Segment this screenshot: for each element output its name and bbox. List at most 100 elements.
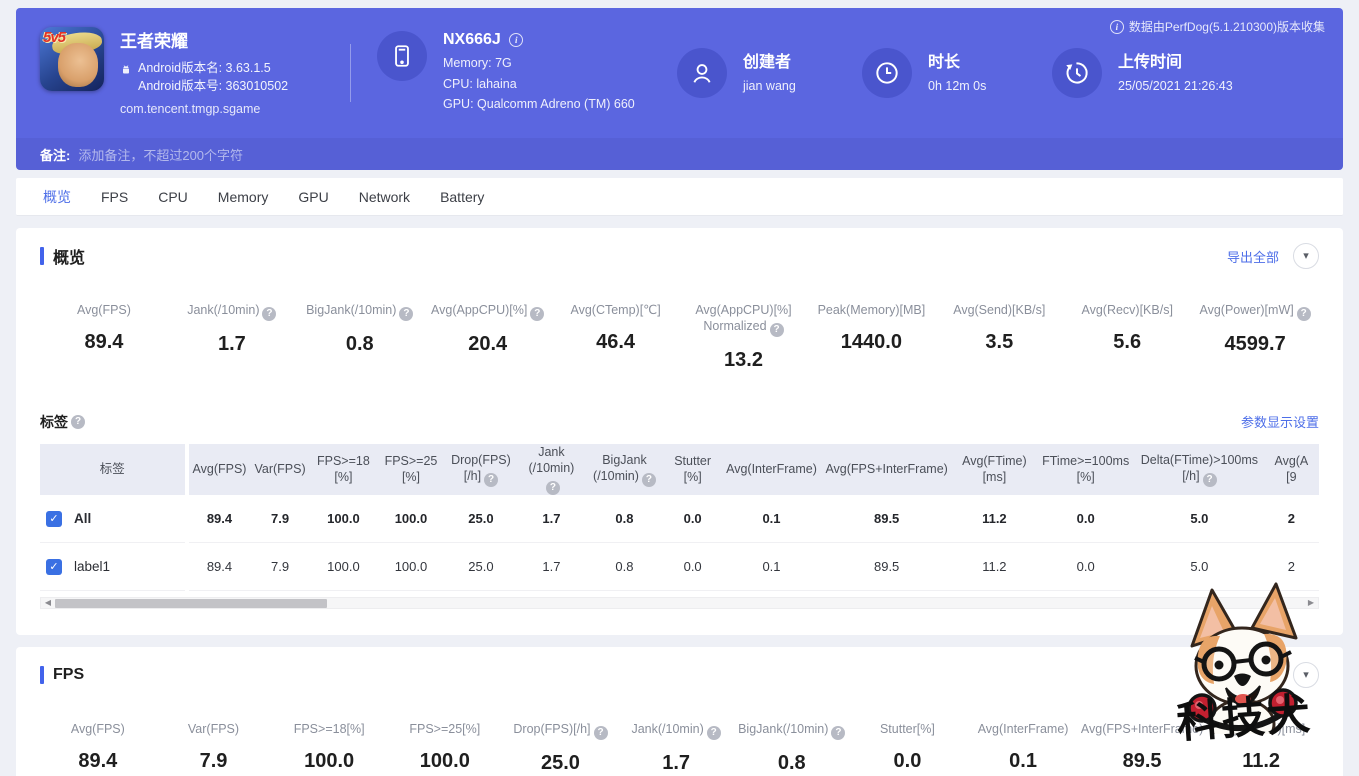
- help-icon[interactable]: ?: [545, 480, 560, 495]
- horizontal-scrollbar[interactable]: ◀ ▶: [40, 597, 1319, 610]
- stat-value: 0.8: [777, 751, 806, 774]
- help-icon[interactable]: ?: [706, 725, 721, 740]
- clock-icon: [862, 48, 912, 98]
- device-block: NX666J i Memory: 7G CPU: lahaina GPU: Qu…: [377, 31, 677, 115]
- help-icon[interactable]: ?: [530, 306, 545, 321]
- column-header: Avg(InterFrame): [722, 443, 821, 495]
- column-header: Avg(FPS+InterFrame): [820, 443, 953, 495]
- device-gpu: GPU: Qualcomm Adreno (TM) 660: [443, 97, 635, 112]
- table-cell: 0.1: [722, 494, 821, 544]
- app-title: 王者荣耀: [120, 32, 188, 52]
- stat-label: Avg(FPS): [76, 303, 131, 317]
- column-header: Avg(A [9: [1263, 443, 1319, 495]
- help-icon[interactable]: ?: [484, 472, 499, 487]
- row-name: label1: [74, 559, 111, 575]
- row-name: All: [74, 511, 92, 526]
- row-label: ✓ label1: [46, 558, 181, 575]
- tab-battery[interactable]: Battery: [440, 188, 485, 205]
- column-header: FPS>=25 [%]: [377, 443, 445, 495]
- info-icon: i: [1109, 19, 1124, 34]
- overview-stat-jank: Jank(/10min)? 1.7: [168, 302, 296, 372]
- help-icon[interactable]: ?: [1202, 472, 1217, 487]
- help-icon[interactable]: ?: [399, 306, 414, 321]
- help-icon[interactable]: ?: [1296, 306, 1311, 321]
- overview-collapse-button[interactable]: ▾: [1293, 243, 1319, 269]
- scroll-right-icon[interactable]: ▶: [1307, 598, 1315, 608]
- row-label-cell: ✓ label1: [40, 542, 189, 592]
- table-cell: 0.0: [663, 494, 723, 544]
- title-accent-bar: [40, 247, 44, 265]
- collect-info-text: 数据由PerfDog(5.1.210300)版本收集: [1128, 20, 1325, 34]
- stat-label: Avg(Power)[mW]?: [1191, 302, 1319, 321]
- help-icon[interactable]: ?: [262, 306, 277, 321]
- stat-value: 5.6: [1113, 331, 1142, 353]
- creator-value: jian wang: [743, 79, 796, 93]
- checkbox[interactable]: ✓: [46, 510, 62, 527]
- stat-value: 13.2: [724, 348, 763, 371]
- phone-icon: [377, 31, 427, 82]
- remark-input[interactable]: 添加备注，不超过200个字符: [78, 147, 244, 163]
- tab-fps[interactable]: FPS: [101, 188, 129, 205]
- chevron-down-icon: ▾: [1303, 668, 1309, 681]
- report-header-main: i 数据由PerfDog(5.1.210300)版本收集 5v5 王者荣耀: [16, 8, 1343, 138]
- device-info-icon[interactable]: i: [509, 33, 524, 48]
- stat-value: 1440.0: [840, 331, 902, 353]
- row-label: ✓ All: [46, 510, 181, 527]
- overview-stat-avg-power: Avg(Power)[mW]? 4599.7: [1191, 302, 1319, 372]
- column-header: FTime>=100ms [%]: [1036, 443, 1136, 495]
- overview-card: 概览 导出全部 ▾ Avg(FPS) 89.4 Jank(/10min)? 1.7 Bi…: [16, 228, 1343, 636]
- stat-label: Var(FPS): [187, 722, 240, 737]
- help-icon[interactable]: ?: [831, 725, 846, 740]
- help-icon[interactable]: ?: [769, 322, 784, 337]
- android-icon: [120, 63, 132, 97]
- row-label-cell: ✓ All: [40, 494, 189, 544]
- tab-network[interactable]: Network: [358, 188, 411, 205]
- stat-value: 11.2: [1242, 750, 1281, 773]
- fps-collapse-button[interactable]: ▾: [1293, 662, 1319, 689]
- column-header: Avg(FTime) [ms]: [952, 443, 1037, 495]
- column-header: BigJank (/10min)?: [585, 443, 664, 495]
- column-header: Stutter [%]: [663, 443, 723, 495]
- export-all-link[interactable]: 导出全部: [1226, 249, 1279, 265]
- history-clock-icon: [1052, 48, 1102, 98]
- overview-title: 概览: [53, 250, 86, 267]
- table-cell: 100.0: [309, 542, 378, 592]
- stat-value: 89.5: [1122, 750, 1162, 773]
- fps-stat-avg-interframe: Avg(InterFrame) 0.1: [965, 721, 1081, 775]
- param-settings-link[interactable]: 参数显示设置: [1240, 415, 1319, 431]
- table-row: ✓ All 89.4 7.9 100.0 100.0 25.0 1.7 0.8 0.0 0.1 89.…: [40, 494, 1319, 544]
- table-cell: 25.0: [444, 542, 518, 592]
- labels-table-wrap: 标签 Avg(FPS) Var(FPS) FPS>=18 [%] FPS>=25 [%]…: [40, 443, 1319, 592]
- app-icon-badge: 5v5: [43, 29, 66, 47]
- overview-stats-row: Avg(FPS) 89.4 Jank(/10min)? 1.7 BigJank(/10m…: [40, 302, 1319, 372]
- table-cell: 1.7: [517, 494, 586, 544]
- tab-cpu[interactable]: CPU: [158, 188, 188, 205]
- help-icon[interactable]: ?: [593, 725, 608, 740]
- table-cell: 25.0: [444, 494, 518, 544]
- stat-value: 89.4: [84, 331, 124, 353]
- tab-memory[interactable]: Memory: [217, 188, 269, 205]
- tab-overview[interactable]: 概览: [43, 188, 71, 205]
- labels-help-icon[interactable]: ?: [71, 414, 85, 429]
- scroll-left-icon[interactable]: ◀: [44, 598, 52, 608]
- report-header: i 数据由PerfDog(5.1.210300)版本收集 5v5 王者荣耀: [16, 8, 1343, 170]
- overview-stat-avg-fps: Avg(FPS) 89.4: [40, 302, 168, 372]
- table-cell: 0.0: [1036, 494, 1136, 544]
- remark-label: 备注:: [40, 147, 71, 163]
- help-icon[interactable]: ?: [641, 472, 656, 487]
- checkbox[interactable]: ✓: [46, 558, 62, 575]
- table-cell: 89.5: [820, 542, 953, 592]
- table-cell: 89.4: [186, 542, 251, 592]
- overview-stat-avg-appcpu-norm: Avg(AppCPU)[%] Normalized? 13.2: [680, 302, 808, 372]
- stat-label: FPS>=18[%]: [293, 722, 365, 737]
- fps-stat-avg-ftime: Avg(FTime)[ms] 11.2: [1203, 721, 1319, 775]
- scrollbar-thumb[interactable]: [55, 599, 327, 609]
- stat-value: 100.0: [419, 750, 470, 773]
- stat-value: 0.1: [1009, 750, 1037, 773]
- tab-gpu[interactable]: GPU: [298, 188, 329, 205]
- upload-value: 25/05/2021 21:26:43: [1118, 79, 1233, 93]
- stat-value: 1.7: [217, 332, 246, 355]
- stat-label: Avg(Recv)[KB/s]: [1081, 303, 1173, 317]
- fps-stat-var-fps: Var(FPS) 7.9: [156, 721, 272, 775]
